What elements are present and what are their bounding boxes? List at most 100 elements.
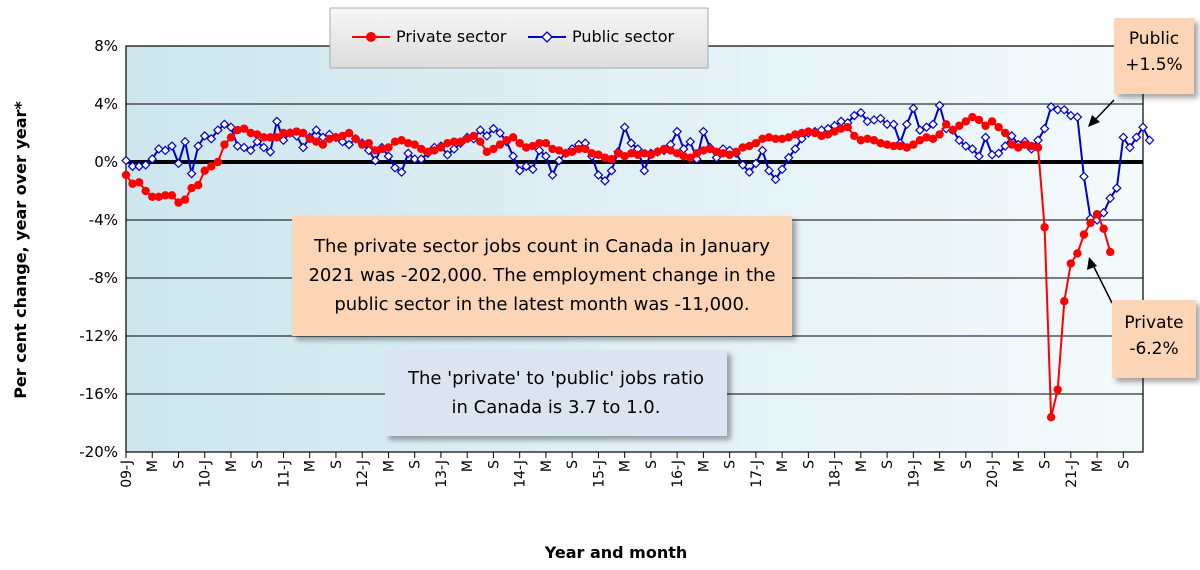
data-point	[915, 136, 925, 145]
data-point	[981, 121, 990, 130]
data-point	[252, 136, 263, 147]
data-point	[527, 164, 538, 175]
data-point	[1138, 122, 1148, 133]
data-point	[528, 141, 537, 151]
data-point	[384, 143, 393, 152]
data-point	[535, 138, 544, 148]
y-tick-label: -20%	[79, 443, 118, 461]
x-tick-label: S	[959, 460, 975, 469]
data-point	[640, 149, 649, 158]
data-point	[922, 133, 931, 142]
data-point	[258, 142, 269, 153]
data-point	[141, 186, 150, 196]
data-point	[856, 136, 866, 145]
x-tick-label: S	[801, 460, 817, 469]
data-point	[554, 146, 564, 155]
data-point	[462, 134, 472, 143]
data-point	[889, 141, 898, 151]
data-point	[934, 100, 945, 111]
y-tick-label: 0%	[94, 153, 118, 171]
data-point	[928, 134, 938, 143]
data-point	[672, 126, 682, 137]
x-tick-label: S	[644, 460, 660, 469]
data-point	[443, 138, 452, 148]
data-point	[850, 131, 859, 141]
y-tick-label: -8%	[89, 269, 118, 287]
data-point	[1092, 210, 1102, 219]
x-tick-label: 12-J	[355, 460, 371, 488]
data-point	[266, 133, 275, 142]
data-point	[830, 127, 839, 136]
data-point	[127, 161, 138, 172]
data-point	[909, 140, 918, 149]
data-point	[692, 149, 702, 158]
main-annotation-box: The private sector jobs count in Canada …	[292, 216, 792, 336]
x-tick-label: M	[1090, 460, 1106, 472]
data-point	[147, 154, 158, 164]
data-point	[896, 141, 905, 151]
data-point	[358, 140, 367, 149]
data-point	[1046, 102, 1056, 112]
public-callout-value: +1.5%	[1125, 55, 1183, 75]
data-point	[232, 141, 243, 151]
x-tick-label: M	[460, 460, 476, 472]
x-tick-label: M	[539, 460, 555, 472]
data-point	[796, 133, 807, 144]
data-point	[1020, 140, 1030, 149]
data-point	[770, 174, 781, 185]
data-point	[737, 160, 748, 170]
data-point	[1105, 247, 1115, 257]
data-point	[711, 152, 722, 163]
data-point	[1040, 223, 1049, 232]
x-tick-label: M	[854, 460, 870, 472]
data-point	[409, 154, 420, 164]
data-point	[699, 146, 708, 155]
data-point	[226, 133, 236, 142]
data-point	[666, 146, 675, 155]
data-point	[298, 142, 309, 153]
data-point	[955, 121, 964, 130]
data-point	[875, 113, 886, 124]
data-point	[771, 134, 780, 143]
data-point	[1046, 413, 1056, 422]
data-point	[364, 138, 373, 148]
x-tick-label: S	[1038, 460, 1054, 469]
x-tick-label: 15-J	[591, 460, 607, 488]
data-point	[915, 125, 925, 135]
x-axis-title: Year and month	[544, 543, 688, 562]
data-point	[219, 119, 230, 130]
data-point	[554, 155, 564, 166]
data-point	[797, 128, 807, 138]
x-tick-label: 17-J	[749, 460, 765, 488]
data-point	[199, 131, 210, 141]
data-point	[213, 157, 223, 167]
data-point	[994, 123, 1003, 132]
data-point	[128, 179, 137, 188]
data-point	[456, 137, 465, 146]
private-callout-value: -6.2%	[1129, 339, 1179, 359]
data-point	[298, 128, 308, 138]
data-point	[574, 144, 583, 154]
data-point	[791, 130, 800, 139]
data-point	[987, 117, 997, 126]
data-point	[390, 162, 400, 173]
data-point	[482, 131, 492, 141]
data-point	[285, 128, 295, 138]
x-tick-label: M	[775, 460, 791, 472]
data-point	[148, 192, 157, 201]
x-tick-label: S	[1116, 460, 1132, 469]
data-point	[292, 127, 301, 136]
x-tick-label: S	[723, 460, 739, 469]
data-point	[160, 145, 171, 156]
data-point	[475, 125, 486, 135]
data-point	[751, 158, 761, 169]
x-tick-label: 11-J	[276, 460, 292, 488]
data-point	[1027, 141, 1036, 151]
data-point	[272, 116, 282, 127]
data-point	[567, 147, 577, 157]
data-point	[305, 134, 314, 143]
data-point	[843, 123, 852, 132]
data-point	[804, 127, 813, 136]
data-point	[954, 135, 965, 146]
data-point	[469, 131, 478, 141]
